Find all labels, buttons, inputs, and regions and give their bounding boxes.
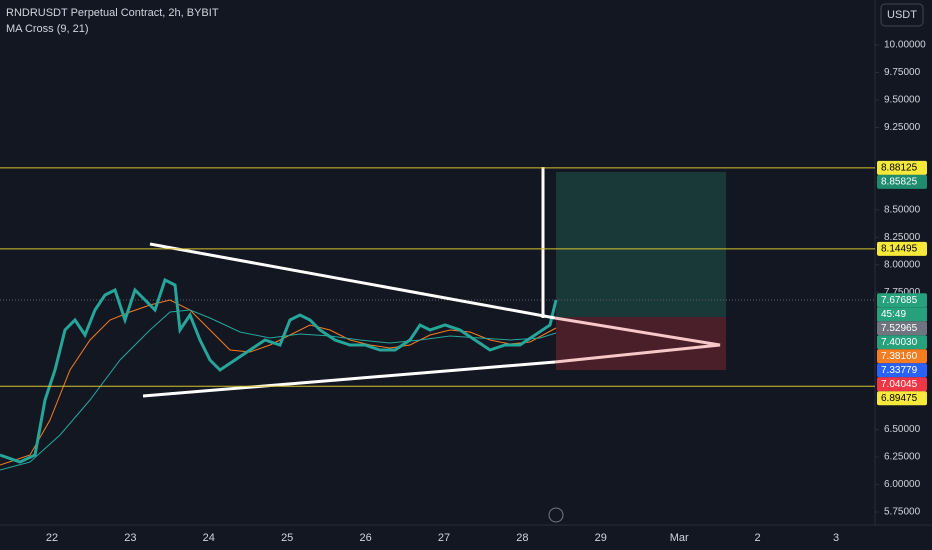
- x-tick-label: 24: [203, 532, 215, 544]
- trend-line: [149, 242, 556, 320]
- price-label-bg: [877, 349, 927, 364]
- y-tick-label: 7.75000: [884, 287, 921, 298]
- price-label: 7.40030: [881, 337, 918, 348]
- price-label-bg: [877, 241, 927, 256]
- currency-label: USDT: [887, 9, 917, 21]
- y-tick-label: 8.00000: [884, 259, 921, 270]
- price-label-bg: [877, 391, 927, 406]
- price-label-bg: [877, 335, 927, 350]
- x-tick-label: Mar: [670, 532, 689, 544]
- y-tick-label: 8.50000: [884, 204, 921, 215]
- y-tick-label: 9.75000: [884, 67, 921, 78]
- price-path: [0, 277, 558, 464]
- trend-line: [142, 360, 556, 398]
- y-tick-label: 6.00000: [884, 479, 921, 490]
- price-label-bg: [877, 160, 927, 175]
- price-label: 8.14495: [881, 243, 918, 254]
- triangle-projection: [554, 316, 721, 364]
- price-label-bg: [877, 377, 927, 392]
- x-tick-label: 22: [46, 532, 58, 544]
- flash-icon[interactable]: [548, 507, 564, 523]
- x-tick-label: 25: [281, 532, 293, 544]
- price-label-bg: [877, 293, 927, 308]
- price-label-bg: [877, 174, 927, 189]
- price-label: 6.89475: [881, 393, 918, 404]
- y-tick-label: 8.25000: [884, 232, 921, 243]
- currency-button[interactable]: [880, 3, 924, 27]
- x-tick-label: 27: [438, 532, 450, 544]
- x-tick-label: 23: [124, 532, 136, 544]
- price-label: 7.38160: [881, 351, 918, 362]
- x-tick-label: 26: [359, 532, 371, 544]
- indicator-label: MA Cross (9, 21): [6, 23, 89, 35]
- y-tick-label: 5.75000: [884, 507, 921, 518]
- price-label-bg: [877, 321, 927, 336]
- y-tick-label: 9.25000: [884, 122, 921, 133]
- y-tick-label: 6.25000: [884, 452, 921, 463]
- x-tick-label: 3: [833, 532, 839, 544]
- y-tick-label: 6.50000: [884, 424, 921, 435]
- countdown: 45:49: [881, 309, 906, 320]
- price-label-bg: [877, 363, 927, 378]
- x-tick-label: 28: [516, 532, 528, 544]
- price-label: 7.52965: [881, 323, 918, 334]
- x-tick-label: 2: [755, 532, 761, 544]
- price-label: 8.88125: [881, 163, 918, 174]
- price-label: 7.67685: [881, 295, 918, 306]
- symbol-title: RNDRUSDT Perpetual Contract, 2h, BYBIT: [6, 7, 219, 19]
- countdown-bg: [877, 307, 927, 322]
- y-tick-label: 9.50000: [884, 95, 921, 106]
- profit-zone: [556, 172, 726, 317]
- price-label: 7.33779: [881, 365, 918, 376]
- price-label: 8.85825: [881, 177, 918, 188]
- price-label: 7.04045: [881, 379, 918, 390]
- y-tick-label: 10.00000: [884, 40, 926, 51]
- x-tick-label: 29: [595, 532, 607, 544]
- loss-zone: [556, 317, 726, 370]
